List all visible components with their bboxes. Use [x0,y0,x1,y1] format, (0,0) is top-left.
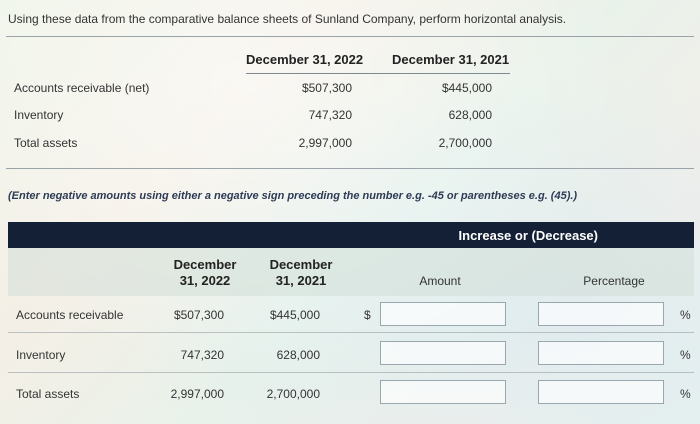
answer-inventory-2021: 628,000 [276,348,320,362]
row-label-ar: Accounts receivable (net) [14,81,150,95]
value-total-assets-2021: 2,700,000 [438,136,492,150]
row-label-total-assets: Total assets [14,136,78,150]
col-header-2022-line1: December [173,257,237,272]
answer-inventory-2022: 747,320 [180,348,224,362]
percent-sign: % [680,348,691,362]
instructions-text: Using these data from the comparative ba… [8,12,567,26]
value-inventory-2022: 747,320 [308,108,352,122]
amount-input-total-assets[interactable] [380,380,506,404]
answer-total-assets-2021: 2,700,000 [266,387,320,401]
divider [6,36,694,37]
col-header-2022: December 31, 2022 [166,257,244,289]
value-ar-2022: $507,300 [301,81,352,95]
col-header-2021-line2: 31, 2021 [275,273,327,288]
row-label-inventory: Inventory [14,108,64,122]
answer-row-label-total-assets: Total assets [16,387,80,401]
col-header-amount: Amount [419,274,461,288]
value-ar-2021: $445,000 [441,81,492,95]
column-header-band [8,248,694,296]
answer-ar-2022: $507,300 [173,308,224,322]
value-inventory-2021: 628,000 [448,108,492,122]
header-underline-2022 [246,73,508,74]
row-divider [8,332,694,333]
answer-total-assets-2022: 2,997,000 [170,387,224,401]
value-total-assets-2022: 2,997,000 [298,136,352,150]
answer-ar-2021: $445,000 [269,308,320,322]
col-header-2021-line1: December [269,257,333,272]
header-2021: December 31, 2021 [392,52,510,67]
col-header-2021: December 31, 2021 [262,257,340,289]
header-underline-2021 [386,73,510,74]
answer-row-label-inventory: Inventory [16,348,66,362]
banner-bar: Increase or (Decrease) [8,222,694,248]
amount-input-ar[interactable] [380,302,506,326]
amount-input-inventory[interactable] [380,341,506,365]
percent-sign: % [680,308,691,322]
banner-increase-decrease: Increase or (Decrease) [458,228,598,243]
percent-sign: % [680,387,691,401]
header-2022: December 31, 2022 [246,52,364,67]
percentage-input-total-assets[interactable] [538,380,664,404]
col-header-2022-line2: 31, 2022 [179,273,231,288]
percentage-input-inventory[interactable] [538,341,664,365]
col-header-percentage: Percentage [583,274,645,288]
dollar-sign: $ [364,308,371,322]
instruction-note: (Enter negative amounts using either a n… [8,190,578,202]
divider [6,168,694,169]
answer-row-label-ar: Accounts receivable [16,308,124,322]
row-divider [8,372,694,373]
percentage-input-ar[interactable] [538,302,664,326]
